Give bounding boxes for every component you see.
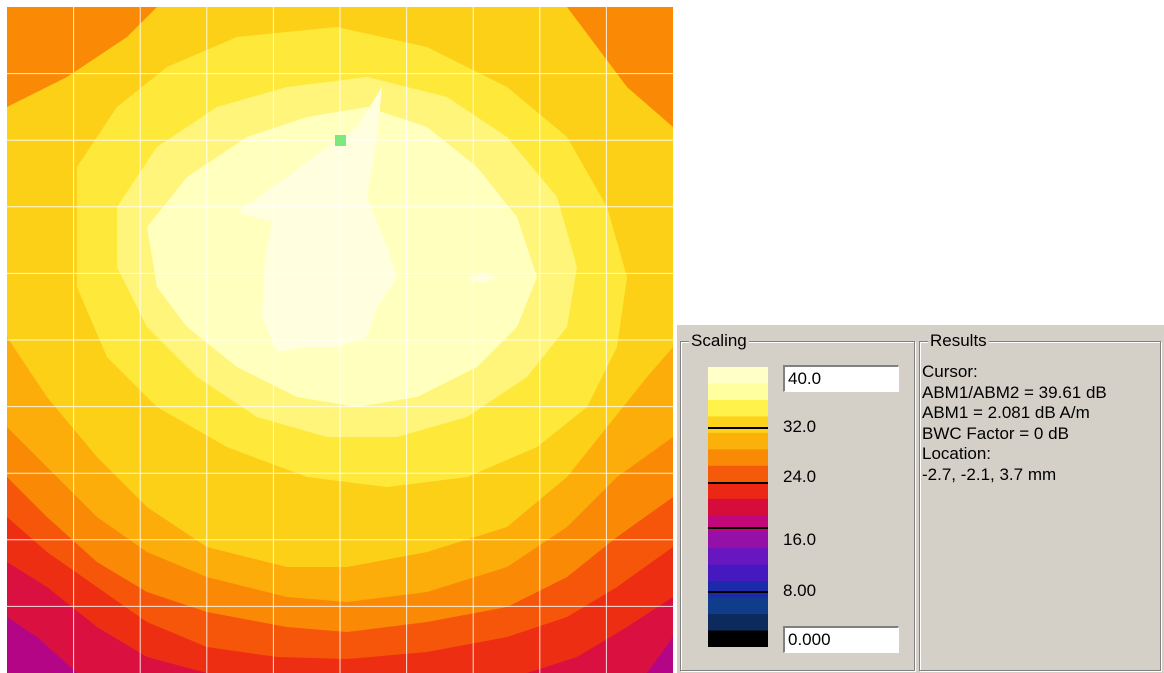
result-line-abm1: ABM1 = 2.081 dB A/m bbox=[922, 403, 1090, 422]
result-line-location-value: -2.7, -2.1, 3.7 mm bbox=[922, 464, 1057, 484]
legend-color-band bbox=[708, 564, 768, 582]
legend-color-band bbox=[708, 515, 768, 533]
legend-color-band bbox=[708, 581, 768, 599]
contour-level bbox=[647, 637, 673, 673]
scaling-group: Scaling bbox=[680, 332, 915, 671]
cursor-marker[interactable] bbox=[335, 135, 346, 146]
scale-min-input[interactable]: 0.000 bbox=[783, 626, 899, 653]
results-readout: Cursor: ABM1/ABM2 = 39.61 dB ABM1 = 2.08… bbox=[922, 362, 1107, 485]
color-scale-legend bbox=[708, 367, 768, 647]
result-line-bwc-factor: BWC Factor = 0 dB bbox=[922, 423, 1069, 443]
legend-color-band bbox=[708, 416, 768, 434]
contour-level bbox=[7, 477, 673, 673]
contour-level bbox=[467, 272, 497, 283]
legend-color-band bbox=[708, 614, 768, 632]
legend-color-band bbox=[708, 383, 768, 401]
legend-color-band bbox=[708, 399, 768, 417]
legend-color-band bbox=[708, 449, 768, 467]
legend-color-band bbox=[708, 465, 768, 483]
legend-color-band bbox=[708, 597, 768, 615]
contour-level bbox=[7, 617, 77, 673]
result-line-cursor: Cursor: bbox=[922, 362, 978, 381]
scale-tick-label: 24.0 bbox=[783, 467, 817, 486]
result-line-abm-ratio: ABM1/ABM2 = 39.61 dB bbox=[922, 382, 1107, 402]
plot-grid bbox=[7, 7, 673, 673]
legend-color-band bbox=[708, 482, 768, 500]
scale-tick-label: 8.00 bbox=[783, 581, 817, 600]
scaling-title: Scaling bbox=[689, 331, 749, 350]
legend-color-band bbox=[708, 498, 768, 516]
legend-color-band bbox=[708, 548, 768, 566]
scale-tick-label: 16.0 bbox=[783, 530, 817, 549]
results-title: Results bbox=[928, 331, 989, 350]
contour-level bbox=[567, 7, 673, 127]
legend-color-band bbox=[708, 367, 768, 384]
contour-level bbox=[7, 517, 673, 673]
contour-level bbox=[237, 87, 397, 352]
field-contour-plot[interactable] bbox=[7, 7, 673, 673]
result-line-location-label: Location: bbox=[922, 444, 991, 463]
contour-level bbox=[7, 7, 157, 107]
results-group: Results bbox=[919, 332, 1161, 671]
legend-color-band bbox=[708, 432, 768, 450]
scale-max-input[interactable]: 40.0 bbox=[783, 365, 899, 392]
legend-color-band bbox=[708, 531, 768, 549]
legend-color-band bbox=[708, 630, 768, 647]
scale-tick-label: 32.0 bbox=[783, 417, 817, 436]
